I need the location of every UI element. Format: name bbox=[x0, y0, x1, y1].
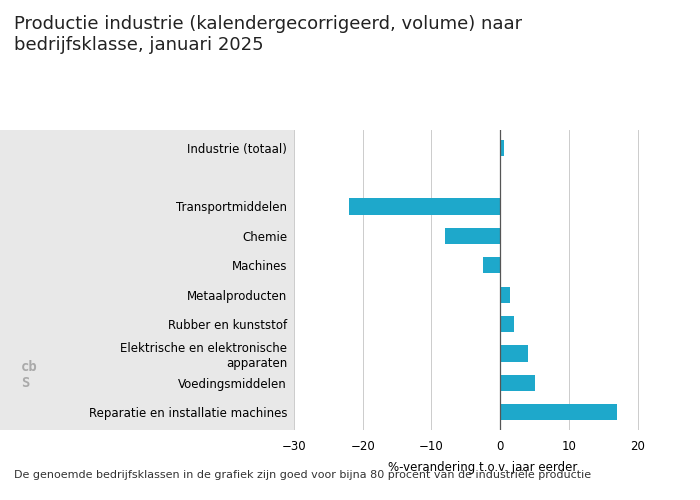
Bar bbox=[500, 286, 510, 303]
Text: De genoemde bedrijfsklassen in de grafiek zijn goed voor bijna 80 procent van de: De genoemde bedrijfsklassen in de grafie… bbox=[14, 470, 591, 480]
Text: cb
S: cb S bbox=[21, 360, 38, 390]
Bar bbox=[500, 375, 535, 391]
Bar bbox=[500, 404, 617, 420]
Bar bbox=[483, 257, 500, 274]
Text: Productie industrie (kalendergecorrigeerd, volume) naar
bedrijfsklasse, januari : Productie industrie (kalendergecorrigeer… bbox=[14, 15, 522, 54]
Bar bbox=[500, 346, 528, 362]
Bar bbox=[445, 228, 500, 244]
Bar bbox=[500, 316, 514, 332]
X-axis label: %-verandering t.o.v. jaar eerder: %-verandering t.o.v. jaar eerder bbox=[389, 461, 578, 474]
Bar bbox=[500, 140, 503, 156]
Bar bbox=[349, 198, 500, 214]
